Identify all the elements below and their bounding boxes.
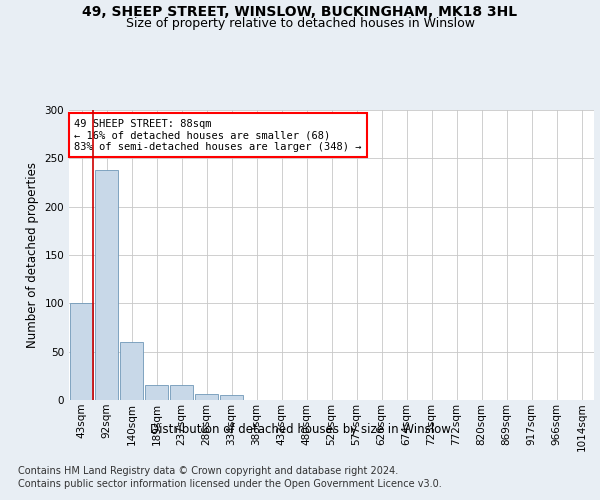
Text: Size of property relative to detached houses in Winslow: Size of property relative to detached ho… bbox=[125, 18, 475, 30]
Y-axis label: Number of detached properties: Number of detached properties bbox=[26, 162, 39, 348]
Bar bbox=[70, 304, 93, 400]
Text: 49, SHEEP STREET, WINSLOW, BUCKINGHAM, MK18 3HL: 49, SHEEP STREET, WINSLOW, BUCKINGHAM, M… bbox=[82, 5, 518, 19]
Text: 49 SHEEP STREET: 88sqm
← 16% of detached houses are smaller (68)
83% of semi-det: 49 SHEEP STREET: 88sqm ← 16% of detached… bbox=[74, 118, 362, 152]
Bar bbox=[220, 395, 243, 400]
Text: Contains public sector information licensed under the Open Government Licence v3: Contains public sector information licen… bbox=[18, 479, 442, 489]
Text: Contains HM Land Registry data © Crown copyright and database right 2024.: Contains HM Land Registry data © Crown c… bbox=[18, 466, 398, 476]
Text: Distribution of detached houses by size in Winslow: Distribution of detached houses by size … bbox=[149, 422, 451, 436]
Bar bbox=[120, 342, 143, 400]
Bar bbox=[170, 384, 193, 400]
Bar bbox=[145, 384, 168, 400]
Bar bbox=[195, 394, 218, 400]
Bar bbox=[95, 170, 118, 400]
